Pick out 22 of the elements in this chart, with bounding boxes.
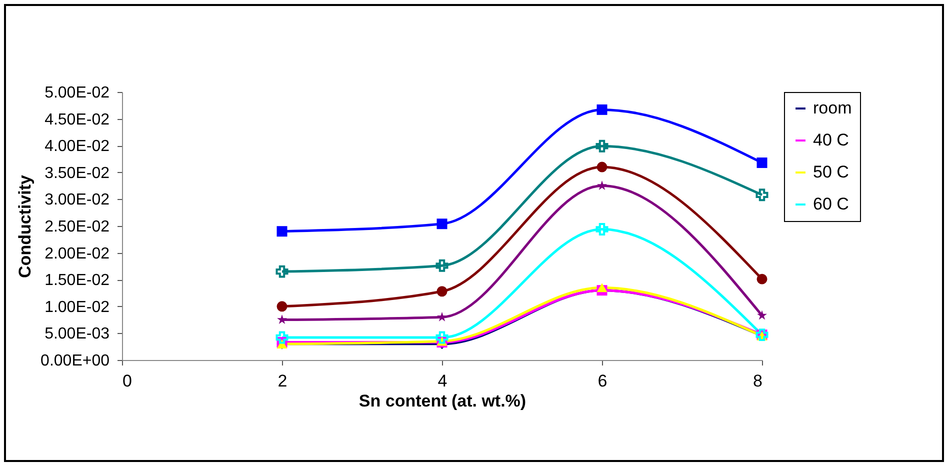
y-tick-label: 5.00E-03	[44, 326, 110, 343]
x-tick-label: 8	[753, 372, 762, 390]
legend-label: room	[813, 98, 852, 118]
y-tick-label: 2.50E-02	[44, 218, 110, 236]
legend-label: 50 C	[813, 162, 849, 182]
y-tick-label: 3.50E-02	[44, 164, 110, 182]
legend-label: 60 C	[813, 194, 849, 214]
x-tick-label: 2	[278, 372, 288, 390]
y-tick-label: 5.00E-02	[44, 84, 110, 102]
y-tick-label: 1.50E-02	[44, 272, 110, 290]
y-axis-title: Conductivity	[16, 174, 35, 278]
x-tick-label: 0	[122, 372, 132, 390]
y-tick-label: 1.00E-02	[44, 298, 110, 316]
legend-label: 40 C	[813, 130, 849, 150]
x-tick-label: 6	[598, 372, 608, 390]
y-tick-label: 0.00E+00	[40, 352, 110, 370]
y-tick-label: 2.00E-02	[44, 245, 110, 262]
y-tick-label: 4.50E-02	[44, 111, 110, 128]
x-axis-title: Sn content (at. wt.%)	[358, 392, 526, 410]
y-tick-label: 3.00E-02	[44, 192, 110, 209]
x-tick-label: 4	[438, 372, 448, 390]
y-tick-label: 4.00E-02	[44, 138, 110, 156]
